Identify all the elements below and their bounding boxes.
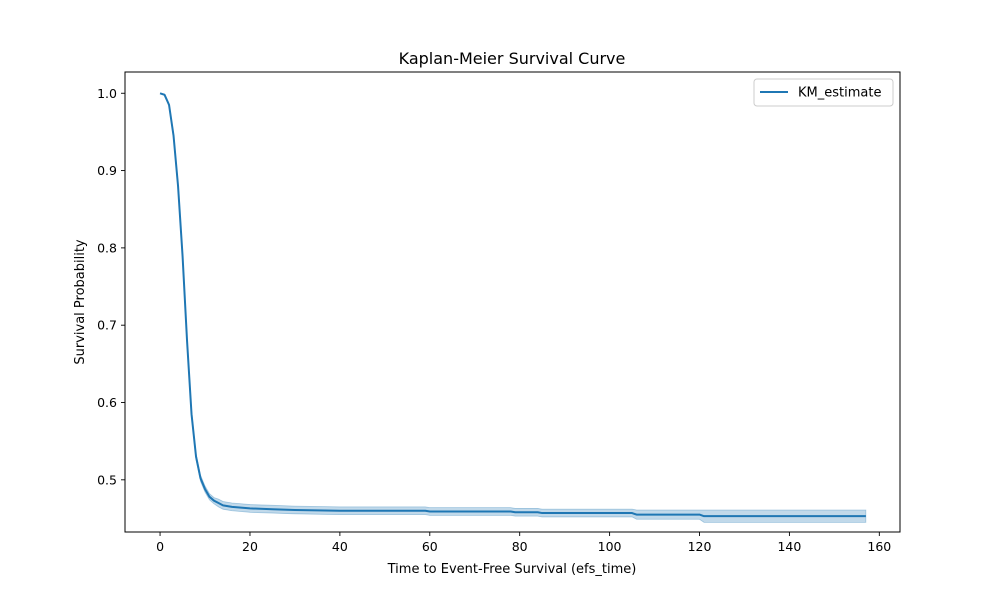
x-tick-label: 60: [422, 539, 438, 554]
km-estimate-line: [159, 92, 866, 518]
series-line-layer: [159, 92, 866, 518]
chart-title: Kaplan-Meier Survival Curve: [399, 49, 626, 68]
x-tick-label: 40: [332, 539, 348, 554]
y-tick-label: 0.5: [97, 472, 117, 487]
plot-frame: [124, 71, 901, 533]
y-tick-label: 0.6: [97, 395, 117, 410]
x-tick-label: 160: [867, 539, 891, 554]
plot-area: [159, 92, 867, 523]
legend-label-km-estimate: KM_estimate: [798, 86, 881, 101]
x-tick-label: 100: [598, 539, 622, 554]
x-axis-label: Time to Event-Free Survival (efs_time): [387, 562, 637, 577]
y-tick-label: 0.7: [97, 318, 117, 333]
x-tick-label: 140: [777, 539, 801, 554]
x-tick-label: 120: [688, 539, 712, 554]
x-axis-ticks: 0 20 40 60 80 100 120 140 160: [156, 532, 891, 554]
y-tick-label: 0.8: [97, 240, 117, 255]
y-tick-label: 1.0: [97, 86, 117, 101]
y-axis-ticks: 0.5 0.6 0.7 0.8 0.9 1.0: [97, 86, 125, 487]
x-tick-label: 80: [512, 539, 528, 554]
x-tick-label: 0: [156, 539, 164, 554]
y-tick-label: 0.9: [97, 163, 117, 178]
legend-box: [753, 78, 894, 107]
x-tick-label: 20: [242, 539, 258, 554]
y-axis-label: Survival Probability: [73, 239, 88, 365]
legend: KM_estimate: [753, 78, 894, 107]
